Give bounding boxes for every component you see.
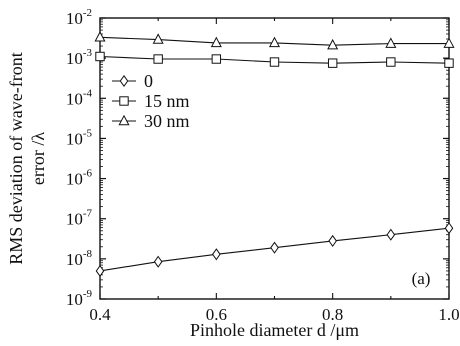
- series-layer: [94, 31, 455, 278]
- y-tick-label: 10-5: [66, 127, 93, 148]
- data-point: [328, 234, 337, 247]
- legend-marker: [119, 96, 129, 106]
- y-tick-label: 10-7: [66, 208, 93, 229]
- y-tick-label: 10-4: [66, 87, 93, 108]
- axis-ticks: [99, 17, 450, 300]
- y-axis-title-line1: RMS deviation of wave-front: [6, 52, 26, 264]
- data-point: [268, 36, 281, 48]
- legend-label: 0: [144, 71, 153, 91]
- data-point: [444, 222, 454, 235]
- y-tick-label: 10-6: [66, 168, 93, 189]
- legend-marker: [119, 74, 129, 88]
- x-tick-label: 0.8: [322, 305, 343, 324]
- data-point: [386, 57, 396, 67]
- data-point: [210, 36, 222, 48]
- legend-entry: 15 nm: [112, 91, 190, 111]
- data-point: [94, 31, 106, 42]
- data-point: [327, 58, 338, 68]
- data-point: [270, 241, 279, 254]
- series-2: [94, 31, 455, 50]
- panel-label: (a): [412, 269, 431, 288]
- legend-label: 15 nm: [144, 91, 190, 111]
- y-tick-label: 10-3: [66, 47, 93, 68]
- legend-label: 30 nm: [144, 111, 190, 131]
- x-axis-title: Pinhole diameter d /μm: [190, 320, 359, 340]
- tick-labels: 10-9 10-8 10-7 10-6 10-5 10-4 10-3 10-2 0.4 0.6 0.…: [66, 7, 460, 324]
- legend-marker: [118, 114, 130, 126]
- series-0: [95, 222, 454, 278]
- y-tick-label: 10-8: [66, 248, 93, 269]
- series-1: [95, 51, 454, 68]
- data-point: [95, 51, 105, 62]
- legend-entry: 30 nm: [112, 111, 190, 131]
- data-point: [212, 248, 221, 261]
- data-point: [443, 37, 455, 48]
- data-point: [152, 33, 164, 44]
- x-tick-label: 1.0: [438, 305, 459, 324]
- data-point: [327, 38, 339, 50]
- data-point: [385, 37, 397, 48]
- data-point: [95, 264, 105, 278]
- x-tick-label: 0.4: [89, 305, 111, 324]
- y-tick-label: 10-2: [66, 7, 92, 28]
- data-point: [269, 57, 280, 67]
- data-point: [211, 54, 222, 64]
- data-point: [444, 58, 454, 68]
- legend-entry: 0: [112, 71, 153, 91]
- y-axis-title-line2: error /λ: [28, 132, 48, 185]
- data-point: [153, 255, 163, 268]
- data-point: [153, 54, 163, 64]
- data-point: [386, 228, 396, 241]
- x-tick-label: 0.6: [206, 305, 227, 324]
- y-tick-label: 10-9: [66, 288, 93, 309]
